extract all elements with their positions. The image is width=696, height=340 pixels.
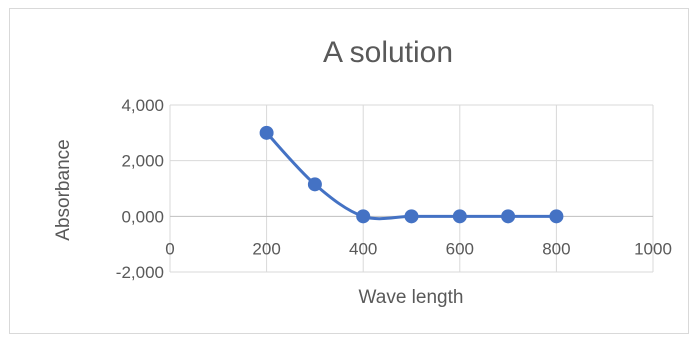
y-tick-label: 4,000 — [121, 96, 164, 115]
series-line — [265, 131, 558, 221]
tick-labels: -2,000 0,000 2,000 4,000 0 200 400 600 800 1000 — [116, 96, 672, 282]
x-tick-label: 200 — [252, 239, 280, 258]
y-axis-title: Absorbance — [53, 139, 74, 240]
gridlines — [169, 104, 654, 273]
data-point — [501, 209, 516, 224]
x-axis-title: Wave length — [359, 287, 464, 308]
series-line-layer — [265, 131, 558, 221]
x-tick-label: 1000 — [634, 239, 672, 258]
y-tick-label: -2,000 — [116, 263, 164, 282]
y-tick-label: 2,000 — [121, 152, 164, 171]
data-point — [549, 209, 564, 224]
data-point — [404, 209, 419, 224]
data-points — [259, 125, 564, 224]
chart-title: A solution — [323, 36, 453, 69]
y-tick-label: 0,000 — [121, 207, 164, 226]
data-point — [307, 177, 322, 192]
x-tick-label: 600 — [446, 239, 474, 258]
data-point — [259, 125, 274, 140]
chart-area — [9, 8, 689, 334]
data-point — [452, 209, 467, 224]
x-tick-label: 0 — [165, 239, 174, 258]
data-point — [356, 209, 371, 224]
x-tick-label: 800 — [542, 239, 570, 258]
x-tick-label: 400 — [349, 239, 377, 258]
